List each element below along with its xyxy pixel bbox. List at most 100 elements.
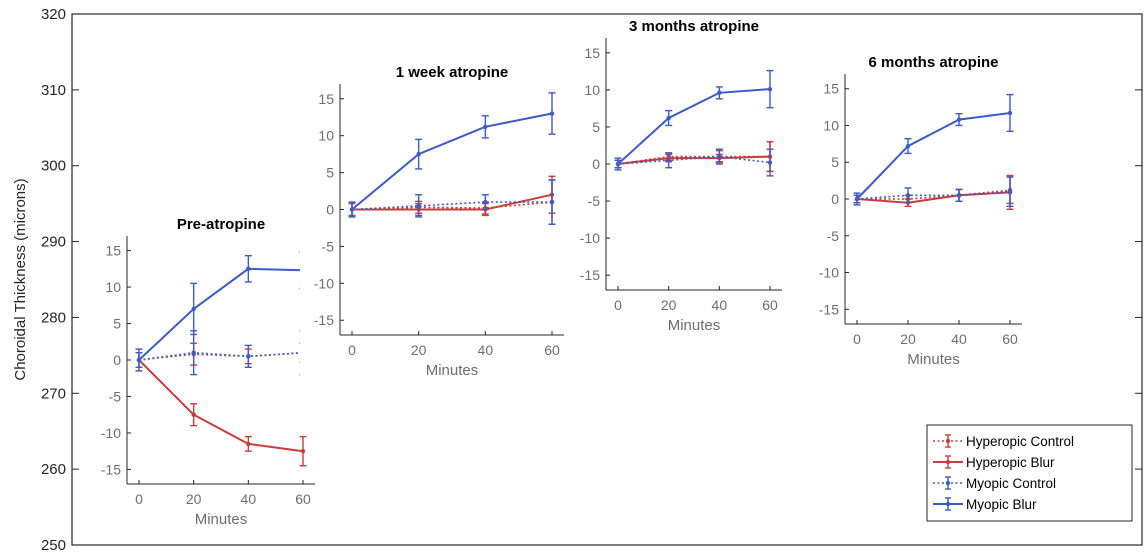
- main-ytick-label: 280: [41, 309, 66, 326]
- subplot-ytick-label: -15: [580, 267, 600, 283]
- subplot-xtick-label: 40: [478, 342, 494, 358]
- main-axis-box: [71, 13, 1143, 546]
- data-point: [349, 207, 355, 212]
- series-line: [617, 88, 771, 165]
- legend-label: Myopic Control: [966, 476, 1056, 491]
- subplot-ytick-label: 10: [823, 117, 839, 133]
- data-point: [615, 161, 621, 167]
- legend-label: Hyperopic Blur: [966, 455, 1055, 470]
- data-point: [416, 151, 421, 157]
- subplot-xtick-label: 20: [661, 297, 677, 313]
- subplot-ytick-label: 10: [584, 82, 600, 98]
- subplot-title: 3 months atropine: [629, 18, 759, 35]
- subplot-2: -15 -10 -5 0 5 10 15 0 20 40 60 Minutes 1 week atrop…: [300, 64, 568, 383]
- data-point: [549, 199, 555, 205]
- subplot-ytick-label: 15: [318, 91, 334, 107]
- subplot-ytick-label: 5: [592, 119, 600, 135]
- subplot-xtick-label: 20: [186, 491, 202, 507]
- subplot-title: 1 week atropine: [396, 64, 509, 81]
- main-ytick-label: 320: [41, 6, 66, 23]
- data-point: [666, 158, 671, 163]
- legend-entry: Myopic Control: [933, 476, 1056, 491]
- subplot-ytick-label: 15: [823, 81, 839, 97]
- subplot-xtick-label: 60: [1002, 331, 1018, 347]
- subplot-ytick-label: 5: [326, 165, 334, 181]
- main-ytick-label: 310: [41, 82, 66, 99]
- legend-marker: [945, 459, 951, 465]
- main-ytick-label: 250: [41, 537, 66, 554]
- subplot-ytick-label: 15: [584, 45, 600, 61]
- subplot-ytick-label: 0: [831, 191, 839, 207]
- series-line: [617, 155, 771, 165]
- legend-marker: [945, 480, 951, 486]
- subplot-xtick-label: 40: [241, 491, 257, 507]
- subplot-1: -15 -10 -5 0 5 10 15 0 20 40 60 Minutes Pre-atropine: [87, 216, 319, 532]
- legend: Hyperopic Control Hyperopic Blur Myopic Co…: [926, 424, 1133, 522]
- series-hyperopic-blur: [136, 357, 307, 467]
- data-point: [246, 354, 251, 359]
- data-point: [854, 196, 860, 202]
- subplot-ytick-label: -10: [580, 230, 600, 246]
- series-line: [856, 190, 1011, 200]
- data-point: [246, 266, 251, 272]
- series-line: [138, 267, 304, 361]
- legend-entry: Hyperopic Control: [933, 434, 1074, 449]
- subplot-ytick-label: 10: [105, 279, 121, 295]
- series-line: [351, 201, 552, 211]
- series-line: [856, 112, 1011, 200]
- main-ytick-label: 300: [41, 158, 66, 175]
- subplot-ytick-label: 0: [113, 352, 121, 368]
- data-point: [483, 199, 488, 205]
- data-point: [905, 143, 911, 149]
- subplot-xlabel: Minutes: [907, 351, 960, 368]
- data-point: [1007, 110, 1013, 116]
- subplot-xtick-label: 40: [951, 331, 967, 347]
- subplot-ytick-label: 5: [113, 316, 121, 332]
- subplot-4: -15 -10 -5 0 5 10 15 0 20 40 60 Minutes 6 months atr…: [805, 54, 1026, 372]
- data-point: [1007, 189, 1013, 194]
- data-point: [767, 86, 773, 92]
- subplot-ytick-label: -5: [827, 228, 840, 244]
- subplot-ytick-label: 15: [105, 243, 121, 259]
- subplot-ytick-label: -10: [101, 425, 121, 441]
- subplot-bg: [300, 82, 568, 383]
- subplot-bg: [87, 234, 319, 532]
- subplot-xlabel: Minutes: [668, 317, 721, 334]
- subplot-xtick-label: 60: [544, 342, 560, 358]
- data-point: [956, 117, 962, 122]
- series-myopic-blur: [348, 92, 556, 218]
- subplot-ytick-label: -5: [322, 238, 335, 254]
- data-point: [191, 412, 196, 417]
- subplot-xlabel: Minutes: [426, 362, 479, 379]
- data-point: [767, 160, 773, 165]
- data-point: [666, 115, 671, 121]
- series-myopic-blur: [614, 69, 774, 169]
- series-line: [138, 359, 304, 453]
- subplot-title: 6 months atropine: [868, 54, 998, 71]
- data-point: [549, 111, 555, 116]
- data-point: [416, 203, 421, 209]
- legend-entry: Hyperopic Blur: [933, 455, 1055, 470]
- legend-marker: [945, 501, 951, 507]
- subplot-ytick-label: -15: [101, 461, 121, 477]
- legend-label: Hyperopic Control: [966, 434, 1074, 449]
- data-point: [136, 357, 142, 363]
- legend-entry: Myopic Blur: [933, 497, 1037, 512]
- data-point: [191, 350, 196, 355]
- subplot-ytick-label: 10: [318, 128, 334, 144]
- main-ytick-label: 260: [41, 461, 66, 478]
- legend-marker: [945, 438, 951, 444]
- subplot-ytick-label: -10: [819, 265, 839, 281]
- subplot-ytick-label: -15: [314, 312, 334, 328]
- subplot-xlabel: Minutes: [195, 511, 248, 528]
- series-myopic-control: [853, 176, 1014, 208]
- subplot-ytick-label: 5: [831, 154, 839, 170]
- main-ytick-label: 290: [41, 234, 66, 251]
- subplot-ytick-label: -5: [588, 193, 601, 209]
- subplot-xtick-label: 0: [853, 331, 861, 347]
- subplot-ytick-label: -5: [109, 388, 122, 404]
- data-point: [717, 154, 722, 159]
- subplot-xtick-label: 20: [900, 331, 916, 347]
- subplot-xtick-label: 20: [411, 342, 427, 358]
